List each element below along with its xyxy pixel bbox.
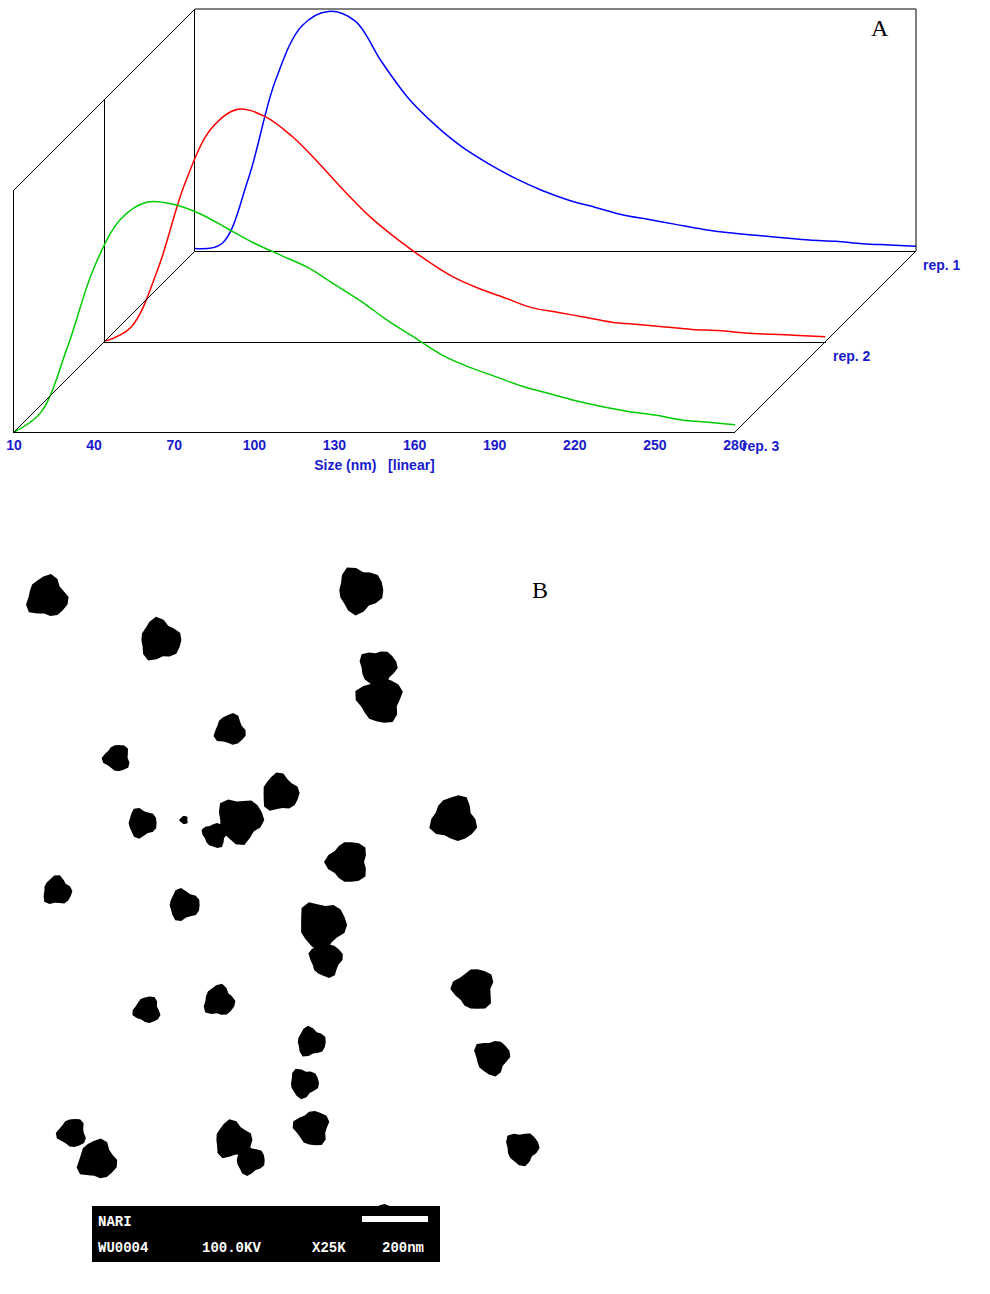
svg-text:B: B: [532, 577, 548, 603]
svg-text:rep. 2: rep. 2: [833, 348, 871, 364]
svg-text:rep. 1: rep. 1: [923, 257, 961, 273]
svg-text:220: 220: [563, 437, 587, 453]
svg-text:70: 70: [166, 437, 182, 453]
svg-text:160: 160: [403, 437, 427, 453]
svg-text:A: A: [871, 15, 889, 41]
svg-text:NARI: NARI: [98, 1214, 132, 1230]
svg-text:100.0KV: 100.0KV: [202, 1240, 261, 1256]
svg-text:130: 130: [323, 437, 347, 453]
svg-text:Size (nm) [linear]: Size (nm) [linear]: [314, 457, 435, 473]
svg-text:rep. 3: rep. 3: [742, 438, 780, 454]
svg-text:40: 40: [86, 437, 102, 453]
svg-text:280: 280: [723, 437, 747, 453]
svg-text:190: 190: [483, 437, 507, 453]
svg-text:WU0004: WU0004: [98, 1240, 148, 1256]
svg-text:X25K: X25K: [312, 1240, 346, 1256]
svg-text:200nm: 200nm: [382, 1240, 424, 1256]
svg-text:10: 10: [6, 437, 22, 453]
svg-text:250: 250: [643, 437, 667, 453]
svg-text:100: 100: [243, 437, 267, 453]
